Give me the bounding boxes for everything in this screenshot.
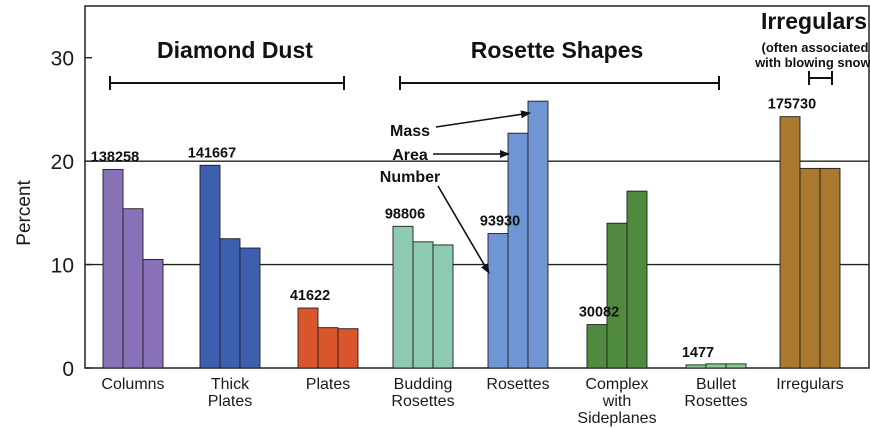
count-label-1: 141667 (188, 145, 236, 161)
y-tick-label-20: 20 (51, 151, 74, 174)
bar-4-0 (487, 233, 509, 369)
bar-1-1 (219, 238, 241, 369)
y-tick-label-10: 10 (51, 255, 74, 278)
category-label-7: Irregulars (776, 376, 844, 393)
bar-6-1 (705, 363, 727, 369)
category-label-2: Plates (306, 376, 350, 393)
bar-5-1 (606, 222, 628, 369)
group-label-0: Diamond Dust (157, 37, 313, 63)
bar-7-1 (799, 167, 821, 369)
count-label-0: 138258 (91, 149, 139, 165)
count-label-2: 41622 (290, 288, 330, 304)
bar-2-0 (297, 307, 319, 369)
count-label-7: 175730 (768, 97, 816, 113)
annotation-area: Area (392, 147, 428, 164)
count-label-4: 93930 (480, 214, 520, 230)
y-tick-label-0: 0 (62, 358, 74, 381)
bar-5-0 (586, 324, 608, 369)
bar-3-2 (432, 244, 454, 369)
count-label-6: 1477 (682, 345, 714, 361)
bar-3-0 (392, 225, 414, 369)
bar-0-0 (102, 168, 124, 369)
bar-7-0 (779, 116, 801, 369)
bar-2-2 (337, 328, 359, 369)
bar-7-2 (819, 167, 841, 369)
category-label-0: Columns (101, 376, 164, 393)
category-label-6: Bullet Rosettes (684, 376, 747, 410)
bar-1-0 (199, 164, 221, 369)
group-sublabel-2-1: with blowing snow) (754, 55, 870, 70)
annotation-arrow-number (437, 185, 490, 274)
count-label-3: 98806 (385, 206, 425, 222)
category-label-1: Thick Plates (208, 376, 252, 410)
y-axis-label: Percent (14, 180, 35, 246)
bar-6-0 (685, 364, 707, 369)
bar-0-1 (122, 208, 144, 369)
category-label-5: Complex with Sideplanes (577, 376, 656, 427)
bar-3-1 (412, 241, 434, 369)
bar-1-2 (239, 247, 261, 369)
bar-4-2 (527, 100, 549, 369)
count-label-5: 30082 (579, 305, 619, 321)
group-label-2: Irregulars (761, 8, 867, 34)
group-label-1: Rosette Shapes (471, 37, 644, 63)
bar-2-1 (317, 327, 339, 369)
y-tick-label-30: 30 (51, 48, 74, 71)
annotation-mass: Mass (390, 123, 430, 140)
plot-frame (84, 5, 870, 369)
category-label-3: Budding Rosettes (391, 376, 454, 410)
annotation-number: Number (380, 169, 440, 186)
annotation-arrow-mass (435, 110, 531, 128)
bar-0-2 (142, 258, 164, 369)
bar-5-2 (626, 190, 648, 369)
group-sublabel-2-0: (often associated (762, 40, 869, 55)
bar-6-2 (725, 363, 747, 369)
bar-4-1 (507, 132, 529, 369)
category-label-4: Rosettes (486, 376, 549, 393)
